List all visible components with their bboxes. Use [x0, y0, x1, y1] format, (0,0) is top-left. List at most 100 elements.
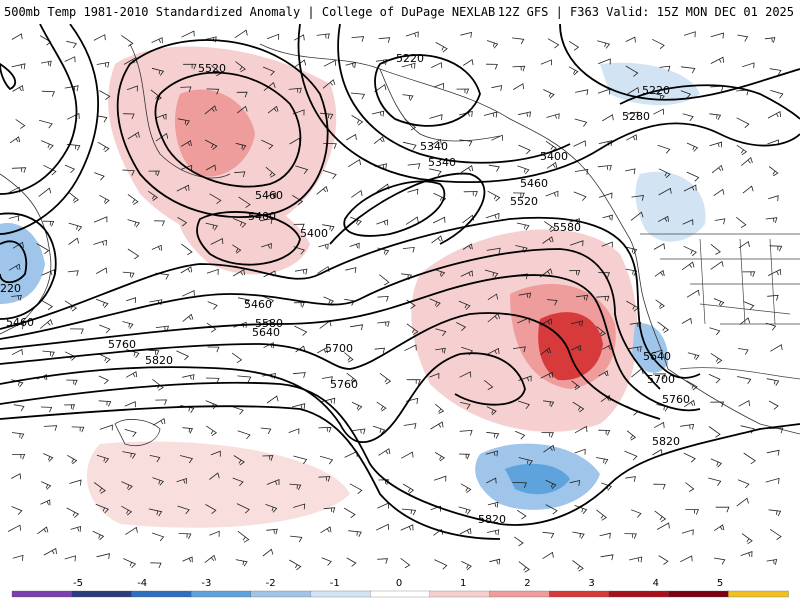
wind-barb: [652, 448, 663, 456]
cold-anomaly-west-edge: [0, 223, 45, 304]
contour-label: 5280: [622, 110, 650, 123]
wind-barb: [66, 112, 80, 120]
wind-barb: [404, 118, 417, 131]
wind-barb: [122, 169, 135, 176]
contour-label: 5820: [478, 513, 506, 526]
wind-barb: [435, 347, 446, 354]
wind-barb: [512, 482, 528, 488]
wind-barb: [124, 401, 136, 408]
wind-barb: [181, 30, 195, 38]
wind-barb: [687, 352, 700, 361]
contour-label: 5700: [325, 342, 353, 355]
wind-barb: [513, 192, 525, 199]
wind-barb: [261, 243, 272, 249]
wind-barb: [515, 430, 526, 440]
map-title: 500mb Temp 1981-2010 Standardized Anomal…: [4, 5, 496, 19]
wind-barb: [289, 535, 303, 543]
wind-barb: [459, 371, 472, 378]
colorbar-swatch: [429, 590, 491, 598]
wind-barb: [684, 399, 696, 408]
wind-barb: [148, 170, 160, 177]
wind-barb: [568, 66, 579, 76]
wind-barb: [39, 319, 53, 329]
contour-label: 5580: [255, 317, 283, 330]
wind-barb: [685, 482, 695, 493]
wind-barb: [626, 430, 637, 441]
wind-barb: [155, 399, 168, 406]
wind-barb: [350, 324, 364, 331]
wind-barb: [205, 504, 217, 515]
colorbar-swatch: [190, 590, 252, 598]
wind-barb: [768, 195, 779, 202]
wind-barb: [293, 455, 308, 465]
wind-barb: [93, 239, 107, 246]
wind-barb: [180, 455, 194, 464]
wind-barb: [292, 109, 305, 116]
wind-barb: [94, 172, 105, 181]
wind-barb: [710, 32, 724, 39]
wind-barb: [460, 165, 474, 173]
wind-barb: [573, 140, 586, 147]
wind-barb: [400, 524, 414, 531]
wind-barb: [288, 87, 302, 94]
wind-barb: [155, 113, 167, 120]
wind-barb: [598, 58, 611, 65]
wind-barb: [631, 368, 644, 378]
wind-barb: [600, 554, 614, 561]
wind-barb: [182, 313, 194, 322]
wind-barb: [127, 131, 140, 140]
wind-barb: [206, 268, 219, 275]
colorbar-swatch: [11, 590, 73, 598]
wind-barb: [516, 509, 527, 520]
wind-barb: [238, 196, 251, 208]
wind-barb: [517, 165, 530, 175]
wind-barb: [683, 184, 697, 192]
wind-barb: [546, 299, 558, 306]
wind-barb: [234, 171, 246, 178]
wind-barb: [768, 509, 782, 517]
wind-barb: [713, 298, 725, 307]
wind-barb: [405, 31, 419, 38]
wind-barb: [431, 235, 443, 244]
wind-barb: [491, 85, 503, 91]
wind-barb: [205, 377, 220, 384]
wind-barb: [653, 243, 665, 250]
contour-label: 5580: [553, 221, 581, 234]
wind-barb: [294, 268, 308, 275]
wind-barb: [597, 40, 611, 49]
wind-barb: [460, 483, 472, 494]
wind-barb: [291, 403, 306, 410]
wind-barb: [430, 505, 442, 512]
wind-barb: [265, 166, 276, 178]
wind-barb: [543, 89, 555, 99]
wind-barb: [43, 547, 57, 556]
wind-barb: [542, 236, 554, 244]
wind-barb: [180, 266, 193, 274]
wind-barb: [401, 62, 416, 69]
wind-barb: [598, 429, 611, 436]
wind-barb: [344, 450, 358, 458]
wind-barb: [569, 479, 581, 486]
wind-barb: [680, 555, 693, 563]
model-run-info: 12Z GFS | F363 Valid: 15Z MON DEC 01 202…: [497, 5, 794, 19]
wind-barb: [602, 114, 614, 122]
wind-barb: [288, 428, 300, 435]
wind-barb: [231, 352, 243, 364]
wind-barb: [680, 90, 692, 99]
wind-barb: [765, 217, 778, 224]
wind-barb: [738, 399, 750, 407]
contour-label: 5220: [396, 52, 424, 65]
wind-barb: [713, 188, 725, 197]
contour-label: 5400: [300, 227, 328, 240]
wind-barb: [513, 346, 526, 353]
wind-barb: [93, 216, 108, 223]
wind-barb: [434, 559, 448, 570]
wind-barb: [432, 216, 446, 224]
wind-barb: [351, 115, 364, 126]
wind-barb: [572, 531, 585, 539]
wind-barb: [512, 37, 525, 45]
wind-barb: [428, 138, 442, 148]
wind-barb: [406, 323, 419, 335]
wind-barb: [11, 432, 25, 439]
wind-barb: [487, 190, 501, 202]
